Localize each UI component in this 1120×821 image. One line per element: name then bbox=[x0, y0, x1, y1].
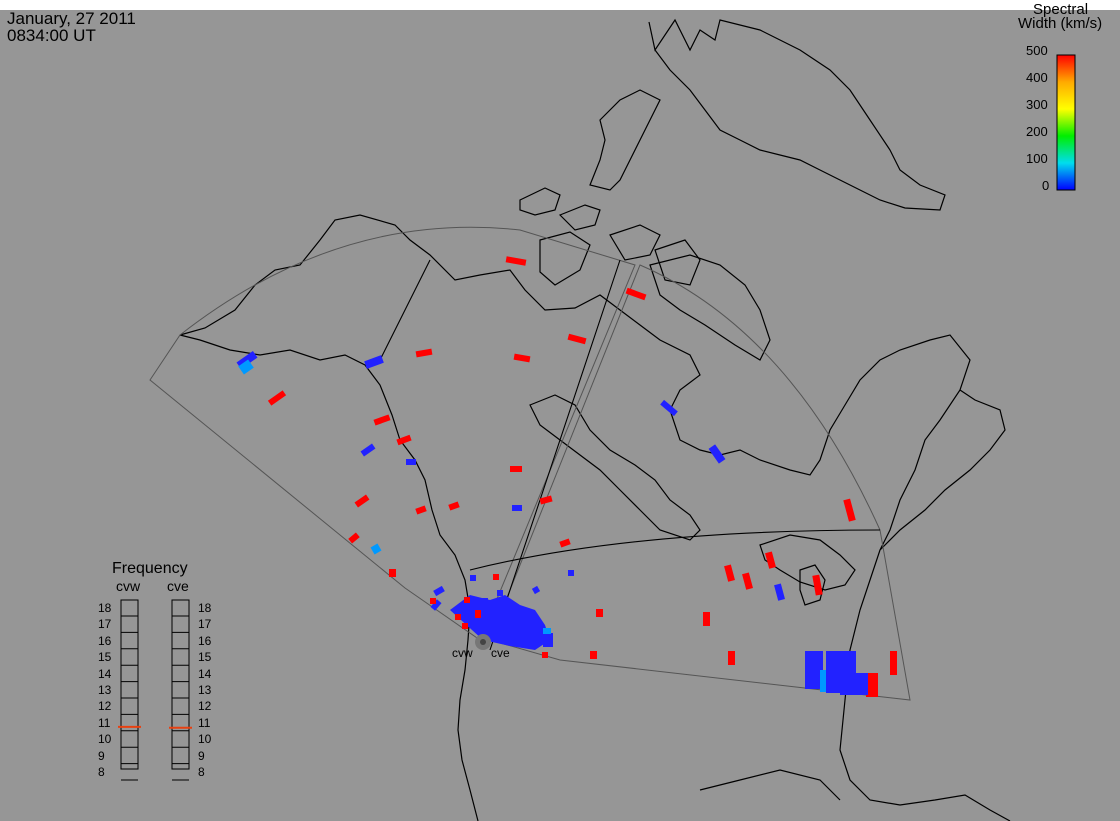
freq-tick-left: 14 bbox=[98, 666, 112, 681]
coastline-us-east bbox=[879, 389, 1006, 551]
frequency-grid bbox=[121, 615, 189, 781]
coastline-baffin bbox=[649, 254, 771, 361]
freq-tick-left: 13 bbox=[98, 683, 112, 697]
freq-tick-left: 15 bbox=[98, 650, 112, 665]
coastline-arctic-isle-4 bbox=[609, 224, 661, 261]
freq-tick-right: 15 bbox=[198, 650, 212, 665]
coastline-arctic-isle-1 bbox=[519, 187, 561, 216]
fov-divider bbox=[379, 259, 621, 651]
radar-echoes bbox=[236, 256, 897, 697]
coastline-alaska-peninsula bbox=[179, 334, 471, 611]
echo-fan bbox=[450, 595, 550, 650]
colorbar-tick-0: 0 bbox=[1042, 178, 1050, 193]
coastline-great-lakes-2 bbox=[799, 564, 826, 606]
fov-cve bbox=[489, 264, 911, 701]
freq-tick-right: 12 bbox=[198, 699, 212, 714]
coastline-arctic-isle-2 bbox=[558, 204, 601, 231]
coastline-us-south bbox=[839, 549, 1011, 821]
map-plot bbox=[118, 18, 1076, 821]
freq-tick-right: 11 bbox=[198, 715, 211, 730]
colorbar-gradient bbox=[1056, 54, 1076, 191]
time-label: 0834:00 UT bbox=[7, 26, 96, 45]
radar-site-center bbox=[480, 639, 486, 645]
colorbar-tick-300: 300 bbox=[1026, 97, 1048, 112]
freq-tick-right: 10 bbox=[198, 732, 212, 747]
freq-tick-right: 14 bbox=[198, 666, 212, 681]
freq-tick-left: 12 bbox=[98, 699, 112, 714]
fov-cvw bbox=[149, 226, 636, 641]
frequency-title: Frequency bbox=[112, 560, 188, 577]
freq-tick-right: 18 bbox=[198, 601, 212, 615]
freq-tick-left: 11 bbox=[98, 715, 111, 730]
freq-tick-left: 10 bbox=[98, 732, 112, 747]
colorbar-tick-100: 100 bbox=[1026, 151, 1048, 166]
frequency-col-east: cve bbox=[167, 578, 189, 594]
coastline-ellesmere bbox=[589, 89, 661, 191]
freq-col-cve bbox=[171, 599, 190, 770]
freq-tick-left: 17 bbox=[98, 617, 112, 632]
colorbar-tick-500: 500 bbox=[1026, 43, 1048, 58]
coastline-greenland bbox=[648, 18, 946, 211]
coastline-arctic-isle-5 bbox=[654, 239, 701, 286]
echo-high bbox=[267, 256, 897, 697]
freq-tick-right: 13 bbox=[198, 683, 212, 697]
coastline-alaska bbox=[179, 214, 971, 551]
freq-col-cvw bbox=[120, 599, 139, 770]
freq-tick-left: 16 bbox=[98, 633, 112, 648]
colorbar-tick-200: 200 bbox=[1026, 124, 1048, 139]
coastline-arctic-isle-3 bbox=[539, 231, 591, 286]
freq-tick-right: 8 bbox=[198, 765, 205, 779]
frequency-col-west: cvw bbox=[116, 578, 141, 594]
date-label: January, 27 2011 bbox=[7, 9, 136, 28]
freq-tick-right: 17 bbox=[198, 617, 212, 632]
coastline-us-west bbox=[457, 609, 479, 821]
radar-label-east: cve bbox=[491, 646, 510, 660]
radar-sites bbox=[475, 634, 491, 650]
freq-tick-left: 18 bbox=[98, 601, 112, 615]
fov-mid bbox=[469, 529, 881, 571]
frequency-columns bbox=[120, 599, 190, 770]
coastlines bbox=[179, 18, 1011, 821]
colorbar-title-2: Width (km/s) bbox=[1018, 15, 1103, 32]
colorbar-title-1: Spectral bbox=[1033, 1, 1089, 18]
echo-high-fan bbox=[430, 574, 499, 629]
colorbar-tick-400: 400 bbox=[1026, 70, 1048, 85]
echo-mid bbox=[238, 359, 826, 692]
coastline-hudson-bay bbox=[529, 394, 701, 541]
freq-tick-right: 16 bbox=[198, 633, 212, 648]
freq-tick-right: 9 bbox=[198, 748, 205, 763]
fields-of-view bbox=[149, 226, 911, 701]
freq-tick-left: 9 bbox=[98, 748, 105, 763]
radar-label-west: cvw bbox=[452, 646, 473, 660]
coastline-gulf bbox=[699, 769, 841, 801]
echo-low bbox=[236, 350, 868, 695]
freq-tick-left: 8 bbox=[98, 765, 105, 779]
